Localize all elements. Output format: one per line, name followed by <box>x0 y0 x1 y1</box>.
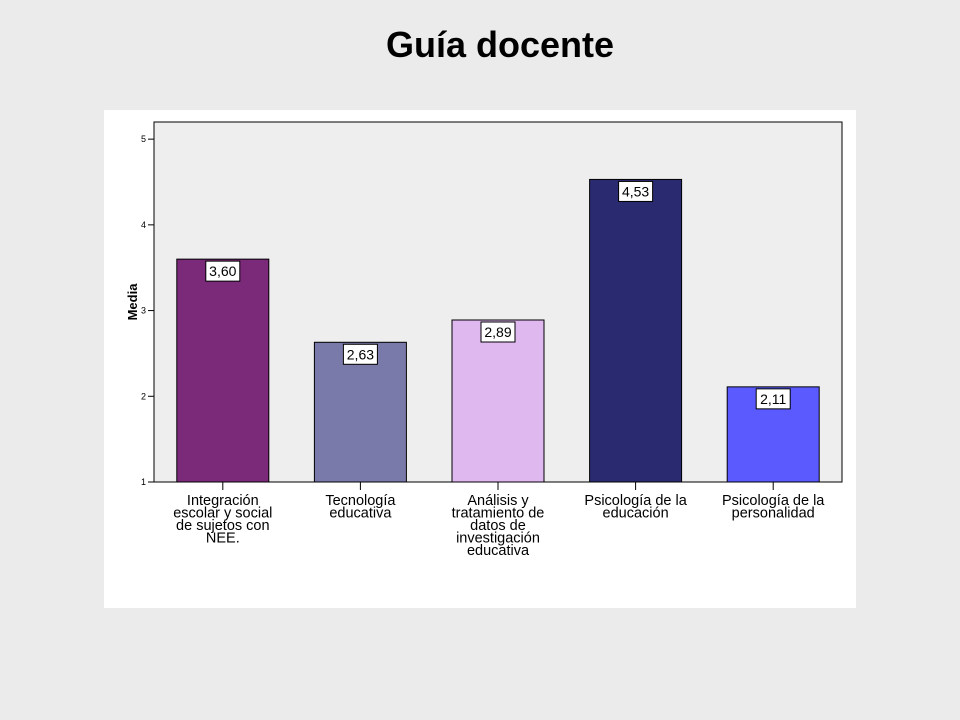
data-label: 2,11 <box>760 391 786 407</box>
bar-chart: 1 2 3 4 5 Media 3,60 Integración escolar y socia… <box>125 121 843 559</box>
data-label-box <box>342 343 378 365</box>
data-label-box <box>205 260 241 282</box>
data-label-box <box>618 180 654 202</box>
y-tick-label: 2 <box>141 391 146 401</box>
page-title: Guía docente <box>385 24 615 65</box>
x-tick-label: Integración escolar y social de sujetos co… <box>173 493 272 547</box>
data-label-box <box>755 388 791 410</box>
bar <box>589 178 683 483</box>
x-tick-label: Tecnología educativa <box>325 493 396 522</box>
data-label: 2,89 <box>484 324 511 340</box>
x-tick-label: Psicología de la personalidad <box>722 493 825 522</box>
x-tick-label: Análisis y tratamiento de datos de investig… <box>452 493 545 559</box>
data-label-box <box>480 321 516 343</box>
y-tick-label: 1 <box>141 477 146 487</box>
y-tick-label: 5 <box>141 134 146 144</box>
bar <box>451 319 545 483</box>
y-axis-title: Media <box>125 283 140 321</box>
data-label: 4,53 <box>622 183 649 199</box>
data-label: 3,60 <box>209 263 236 279</box>
data-label: 2,63 <box>347 346 374 362</box>
chart-panel: 1 2 3 4 5 Media 3,60 Integración escolar y socia… <box>104 110 856 608</box>
bar <box>176 258 270 483</box>
y-tick-label: 4 <box>141 220 146 230</box>
x-tick-label: Psicología de la educación <box>584 493 687 522</box>
y-tick-label: 3 <box>141 306 146 316</box>
